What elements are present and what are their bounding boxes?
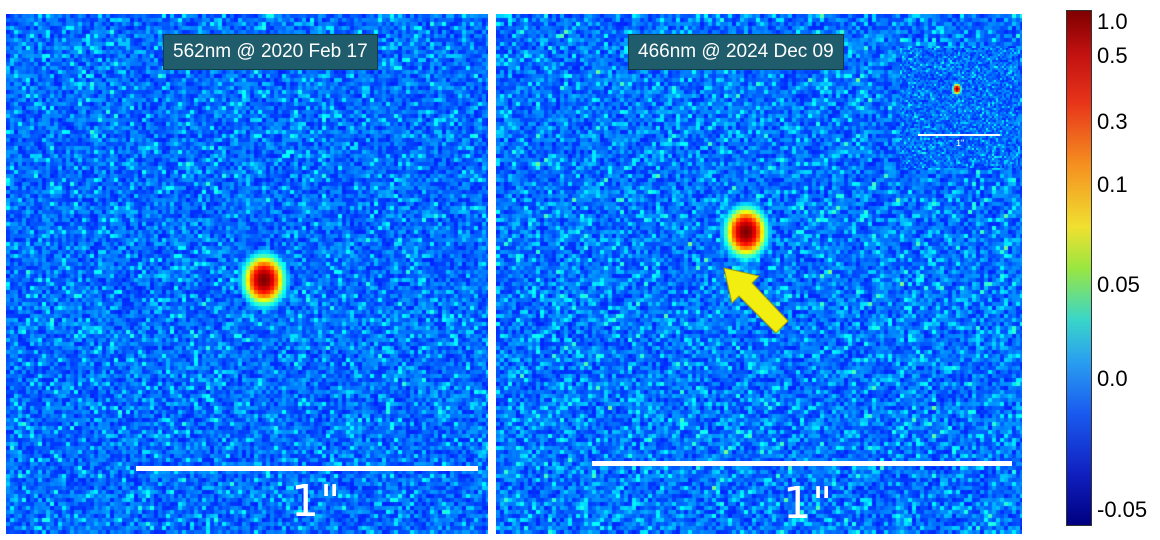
left-image-canvas [6,14,488,534]
colorbar-tick-label: 0.05 [1097,272,1140,297]
inset-scale-label: 1" [956,138,965,148]
colorbar-tick-label: 1.0 [1097,9,1128,34]
yellow-arrow-icon [723,267,789,334]
right-scale-label: 1" [783,478,834,529]
right-panel-label: 466nm @ 2024 Dec 09 [628,34,844,70]
colorbar-tick-label: -0.05 [1097,497,1148,522]
inset-canvas [900,48,1018,168]
colorbar-tick-label: 0.5 [1097,43,1128,68]
colorbar-tick-label: 0.3 [1097,109,1128,134]
right-image-panel: 466nm @ 2024 Dec 09 1" 1" [496,14,1022,534]
colorbar [1066,10,1092,526]
inset-image: 1" [900,48,1018,168]
left-image-panel: 562nm @ 2020 Feb 17 1" [6,14,488,534]
inset-scale-bar [918,134,1000,136]
colorbar-tick-label: 0.0 [1097,366,1128,391]
left-scale-label: 1" [291,476,342,527]
right-scale-bar [592,461,1012,466]
left-scale-bar [136,466,478,471]
left-panel-label: 562nm @ 2020 Feb 17 [163,34,378,70]
colorbar-tick-label: 0.1 [1097,172,1128,197]
